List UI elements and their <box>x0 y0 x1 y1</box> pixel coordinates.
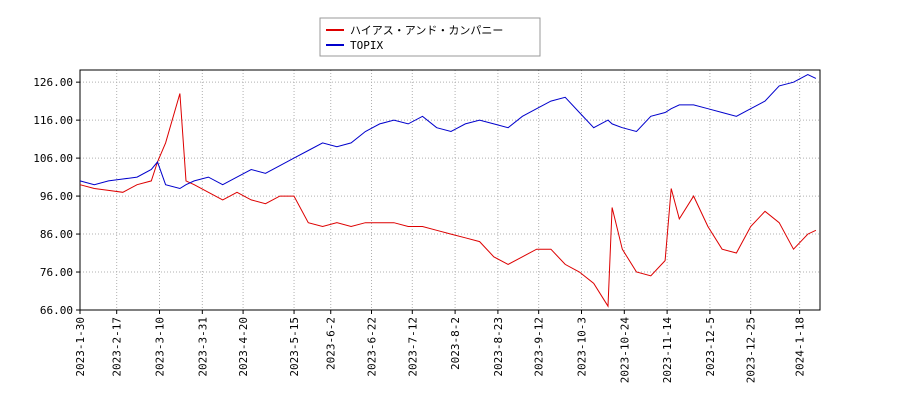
x-tick-label: 2023-10-24 <box>618 317 631 384</box>
series-line <box>79 93 817 308</box>
x-tick-label: 2023-3-31 <box>196 317 209 377</box>
legend-label: ハイアス・アンド・カンパニー <box>350 24 503 37</box>
x-tick-label: 2023-2-17 <box>111 317 124 377</box>
legend: ハイアス・アンド・カンパニー TOPIX <box>319 17 541 57</box>
y-tick-label: 126.00 <box>33 76 73 89</box>
y-tick-label: 86.00 <box>40 228 73 241</box>
x-tick-label: 2023-4-20 <box>237 317 250 377</box>
x-tick-label: 2023-6-2 <box>325 317 338 370</box>
x-tick-label: 2023-9-12 <box>533 317 546 377</box>
x-tick-label: 2023-1-30 <box>74 317 87 377</box>
legend-label: TOPIX <box>350 39 383 52</box>
y-tick-label: 116.00 <box>33 114 73 127</box>
legend-box <box>319 17 541 57</box>
x-tick-label: 2024-1-18 <box>794 317 807 377</box>
x-tick-label: 2023-8-23 <box>492 317 505 377</box>
y-tick-label: 96.00 <box>40 190 73 203</box>
x-tick-label: 2023-7-12 <box>406 317 419 377</box>
x-tick-label: 2023-8-2 <box>449 317 462 370</box>
y-tick-label: 76.00 <box>40 266 73 279</box>
x-tick-label: 2023-3-10 <box>154 317 167 377</box>
x-tick-label: 2023-12-5 <box>704 317 717 377</box>
x-tick-label: 2023-12-25 <box>745 317 758 383</box>
x-tick-label: 2023-5-15 <box>288 317 301 377</box>
x-tick-label: 2023-11-14 <box>661 317 674 384</box>
series-line <box>79 74 817 190</box>
x-tick-label: 2023-6-22 <box>366 317 379 377</box>
y-tick-label: 106.00 <box>33 152 73 165</box>
plot-frame <box>79 69 821 311</box>
y-tick-label: 66.00 <box>40 304 73 317</box>
x-tick-label: 2023-10-3 <box>575 317 588 377</box>
